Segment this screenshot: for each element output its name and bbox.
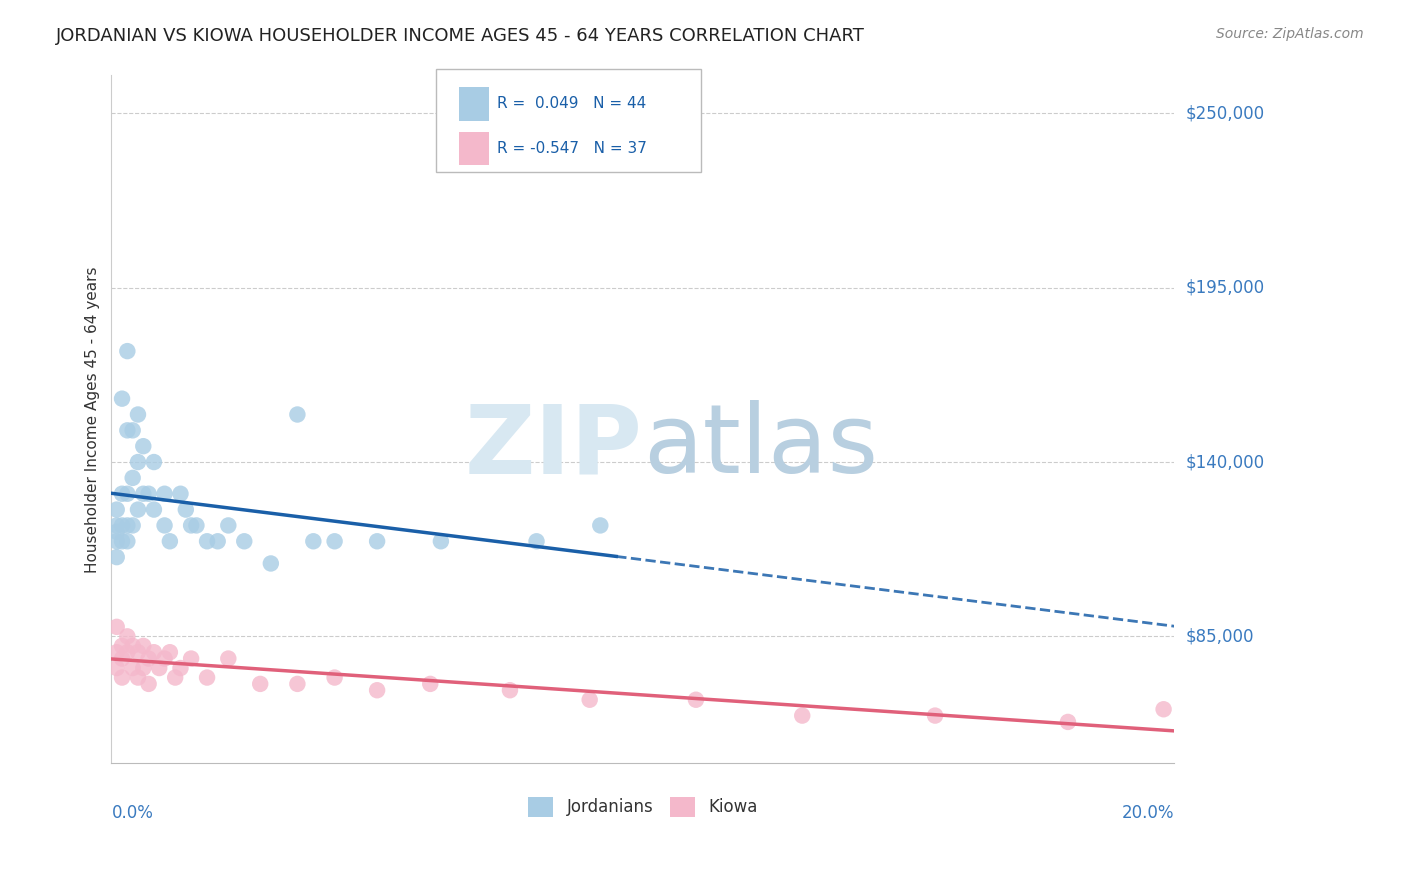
Point bbox=[578, 692, 600, 706]
Point bbox=[366, 683, 388, 698]
Point bbox=[153, 651, 176, 665]
Text: Source: ZipAtlas.com: Source: ZipAtlas.com bbox=[1216, 27, 1364, 41]
Point bbox=[174, 502, 197, 516]
Point bbox=[105, 620, 128, 634]
Point bbox=[159, 645, 181, 659]
Text: $195,000: $195,000 bbox=[1185, 278, 1264, 297]
Point bbox=[111, 392, 134, 406]
Point bbox=[105, 550, 128, 565]
Point bbox=[111, 651, 134, 665]
Point bbox=[117, 518, 139, 533]
FancyBboxPatch shape bbox=[458, 132, 489, 165]
Point bbox=[127, 671, 149, 685]
Point bbox=[180, 518, 202, 533]
Point bbox=[117, 645, 139, 659]
FancyBboxPatch shape bbox=[436, 69, 702, 171]
Point bbox=[323, 671, 346, 685]
Point bbox=[589, 518, 612, 533]
Point bbox=[169, 661, 191, 675]
Point bbox=[287, 677, 309, 691]
Point bbox=[142, 502, 165, 516]
Point bbox=[105, 518, 128, 533]
Point bbox=[526, 534, 548, 549]
Point bbox=[302, 534, 325, 549]
Point bbox=[121, 518, 143, 533]
Point bbox=[117, 534, 139, 549]
Point bbox=[111, 487, 134, 501]
Point bbox=[1057, 714, 1080, 729]
Point bbox=[233, 534, 256, 549]
Text: ZIP: ZIP bbox=[465, 401, 643, 493]
Point bbox=[924, 708, 946, 723]
Point bbox=[132, 639, 155, 653]
Point bbox=[169, 487, 191, 501]
Point bbox=[105, 661, 128, 675]
Point bbox=[186, 518, 208, 533]
Text: R =  0.049   N = 44: R = 0.049 N = 44 bbox=[498, 96, 647, 112]
Point bbox=[260, 557, 283, 571]
Point bbox=[153, 487, 176, 501]
Point bbox=[165, 671, 187, 685]
Point bbox=[792, 708, 814, 723]
Point bbox=[1153, 702, 1175, 716]
Text: $85,000: $85,000 bbox=[1185, 627, 1254, 645]
FancyBboxPatch shape bbox=[458, 87, 489, 120]
Text: atlas: atlas bbox=[643, 401, 877, 493]
Point bbox=[127, 645, 149, 659]
Text: R = -0.547   N = 37: R = -0.547 N = 37 bbox=[498, 141, 647, 156]
Point bbox=[121, 639, 143, 653]
Point bbox=[121, 661, 143, 675]
Point bbox=[105, 645, 128, 659]
Point bbox=[287, 408, 309, 422]
Text: JORDANIAN VS KIOWA HOUSEHOLDER INCOME AGES 45 - 64 YEARS CORRELATION CHART: JORDANIAN VS KIOWA HOUSEHOLDER INCOME AG… bbox=[56, 27, 865, 45]
Point bbox=[111, 639, 134, 653]
Point bbox=[132, 487, 155, 501]
Point bbox=[323, 534, 346, 549]
Point bbox=[105, 524, 128, 539]
Point bbox=[105, 502, 128, 516]
Point bbox=[117, 629, 139, 643]
Point bbox=[217, 518, 239, 533]
Point bbox=[121, 423, 143, 437]
Point bbox=[499, 683, 522, 698]
Point bbox=[419, 677, 441, 691]
Point bbox=[159, 534, 181, 549]
Point bbox=[127, 455, 149, 469]
Point bbox=[138, 677, 160, 691]
Point bbox=[138, 651, 160, 665]
Point bbox=[117, 344, 139, 359]
Point bbox=[249, 677, 271, 691]
Y-axis label: Householder Income Ages 45 - 64 years: Householder Income Ages 45 - 64 years bbox=[86, 266, 100, 573]
Text: 0.0%: 0.0% bbox=[111, 805, 153, 822]
Point bbox=[148, 661, 170, 675]
Point bbox=[127, 502, 149, 516]
Point bbox=[366, 534, 388, 549]
Point bbox=[685, 692, 707, 706]
Point bbox=[132, 439, 155, 453]
Point bbox=[127, 408, 149, 422]
Point bbox=[195, 534, 218, 549]
Legend: Jordanians, Kiowa: Jordanians, Kiowa bbox=[522, 790, 765, 823]
Point bbox=[138, 487, 160, 501]
Point bbox=[111, 671, 134, 685]
Point bbox=[207, 534, 229, 549]
Point bbox=[195, 671, 218, 685]
Text: $140,000: $140,000 bbox=[1185, 453, 1264, 471]
Point bbox=[111, 518, 134, 533]
Point bbox=[132, 661, 155, 675]
Point bbox=[217, 651, 239, 665]
Point bbox=[111, 534, 134, 549]
Point bbox=[142, 455, 165, 469]
Point bbox=[117, 487, 139, 501]
Point bbox=[180, 651, 202, 665]
Text: 20.0%: 20.0% bbox=[1122, 805, 1174, 822]
Point bbox=[117, 423, 139, 437]
Text: $250,000: $250,000 bbox=[1185, 104, 1264, 122]
Point bbox=[153, 518, 176, 533]
Point bbox=[105, 534, 128, 549]
Point bbox=[430, 534, 453, 549]
Point bbox=[142, 645, 165, 659]
Point bbox=[121, 471, 143, 485]
